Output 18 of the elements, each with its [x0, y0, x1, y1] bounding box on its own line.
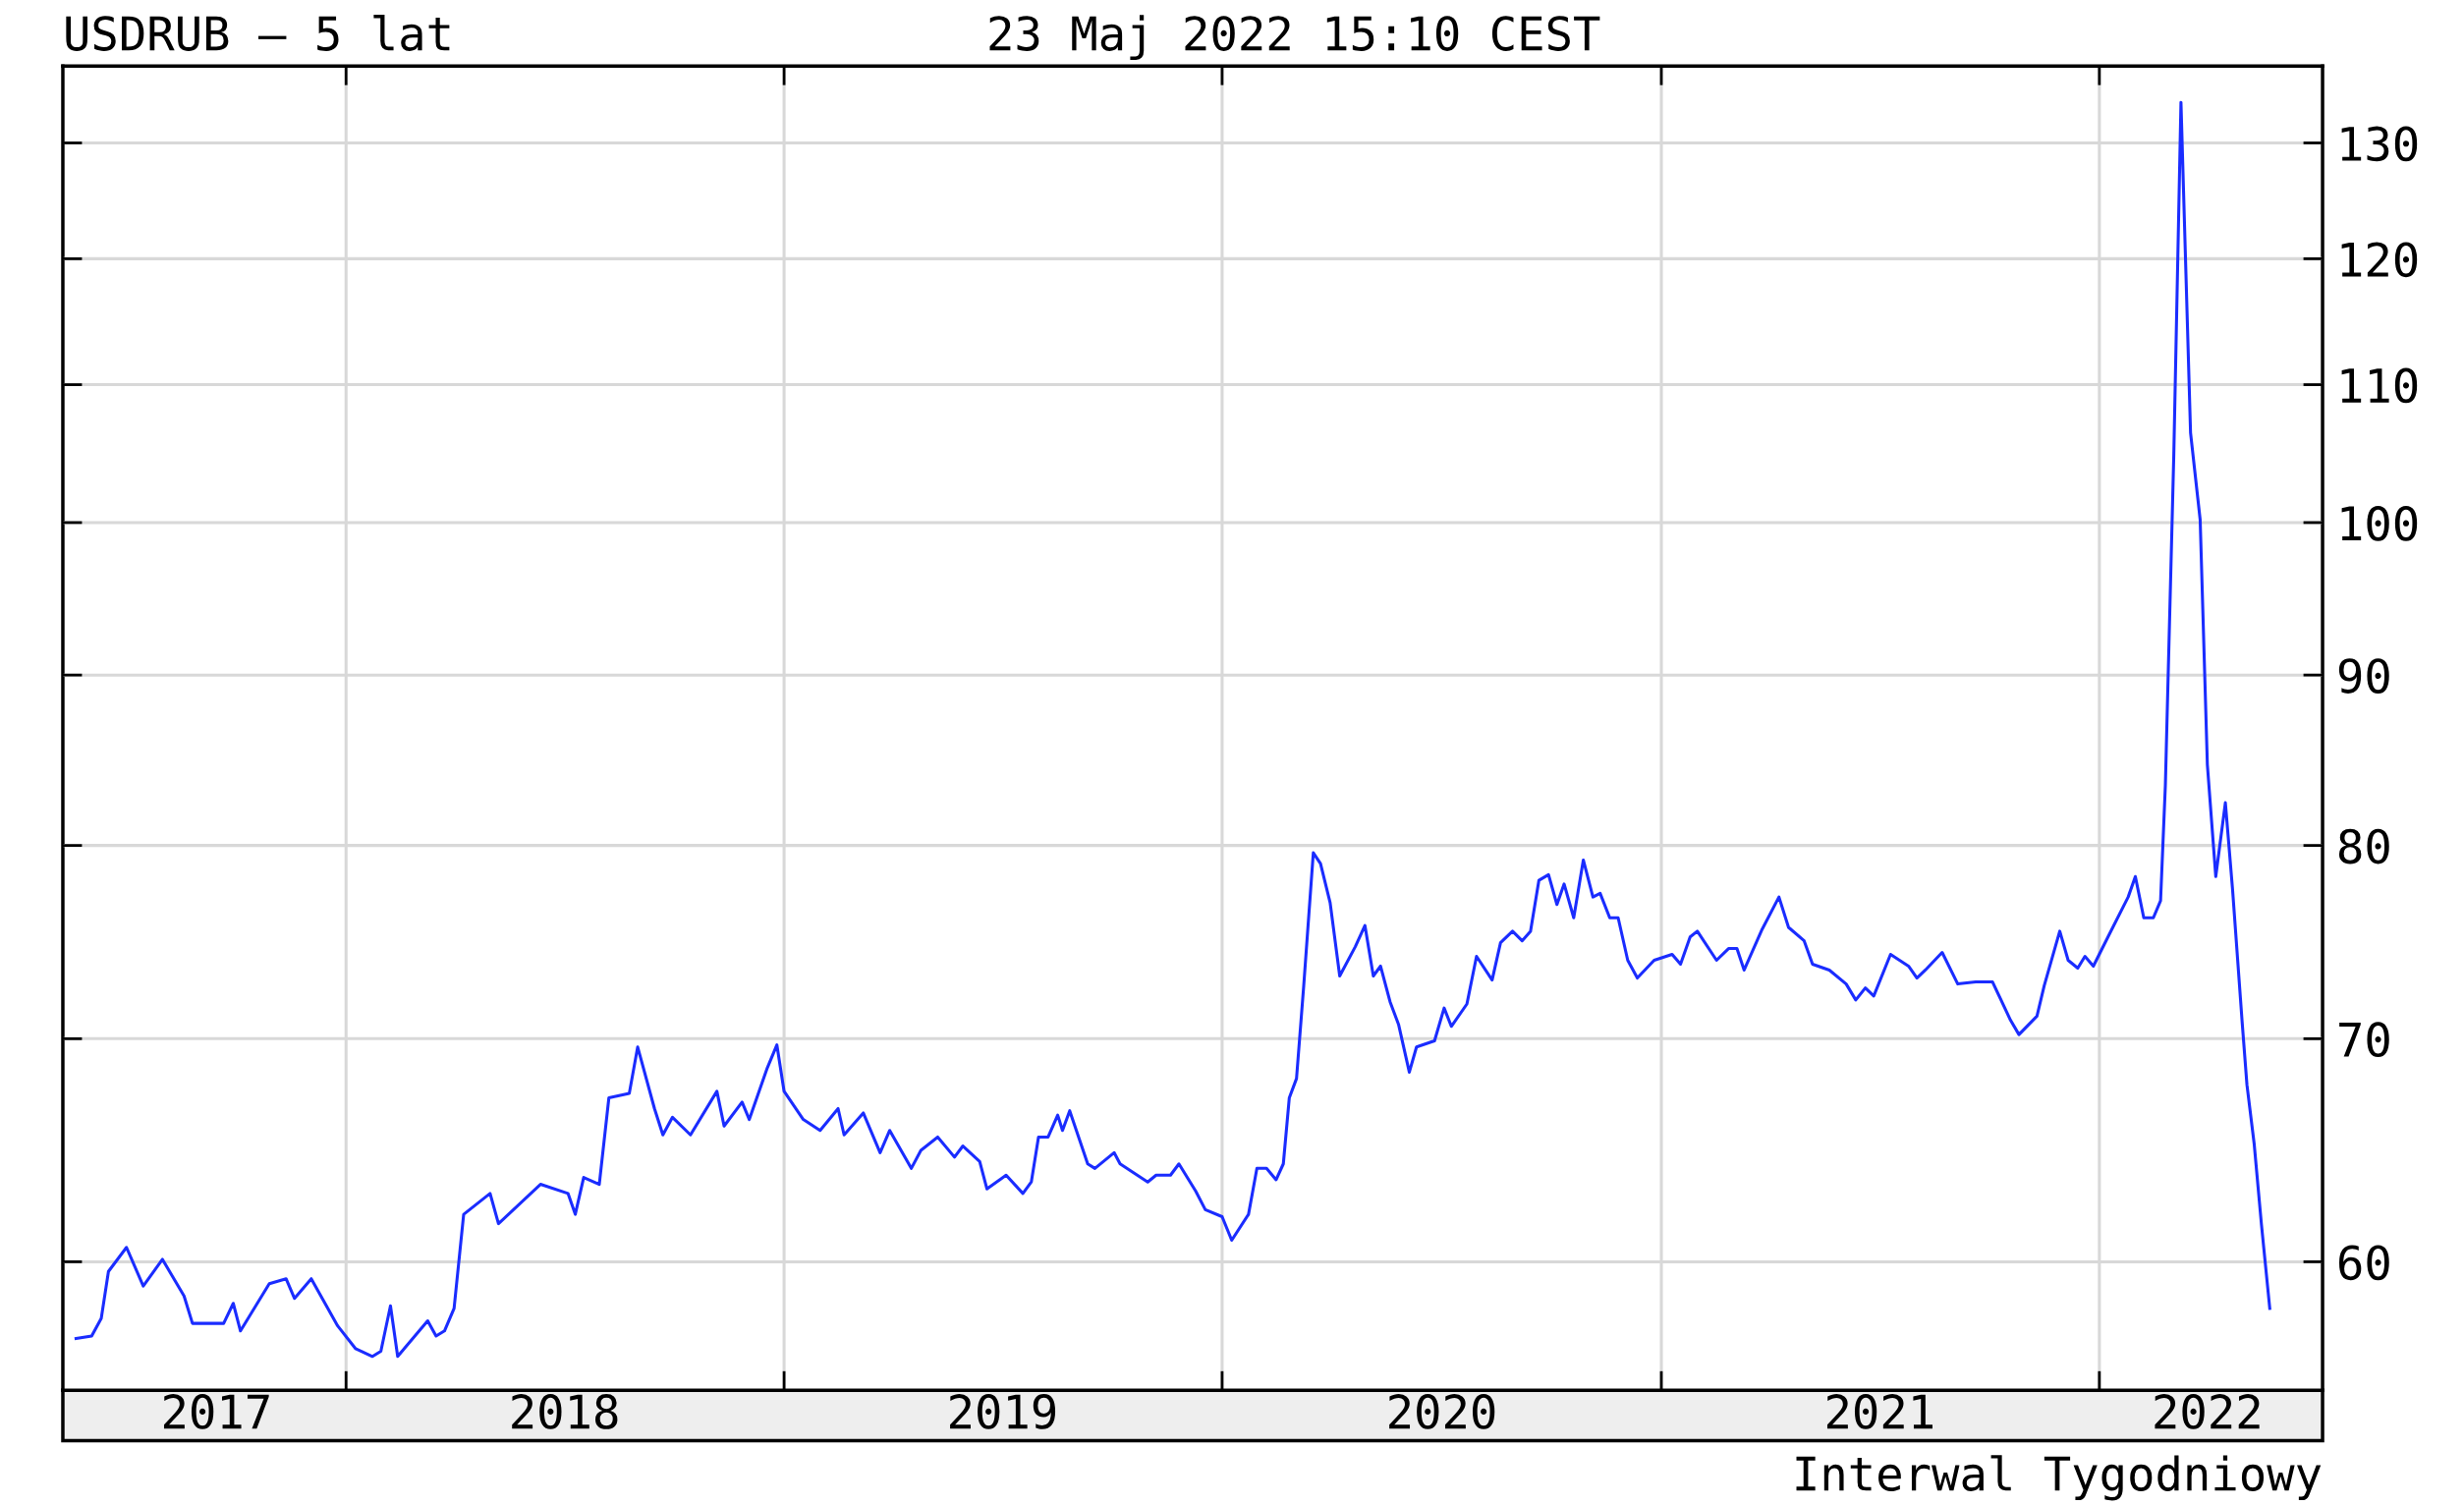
y2-tick-label: 130: [2341, 126, 2418, 162]
x-tick-label: 2022: [2155, 1394, 2260, 1429]
y2-tick-label: 120: [2341, 242, 2418, 278]
text: Interwal Tygodniowy: [1796, 1455, 2322, 1501]
y2-tick-label: 80: [2338, 828, 2389, 864]
y2-tick-label: 60: [2339, 1245, 2389, 1281]
chart-title: USDRUB – 5 lat: [66, 15, 450, 51]
x-tick-label: 2019: [950, 1394, 1056, 1429]
y2-tick-label: 110: [2341, 367, 2418, 404]
y2-tick-label: 100: [2341, 505, 2418, 541]
y2-tick-label: 70: [2339, 1022, 2389, 1058]
chart-subtitle: 23 Maj 2022 15:10 CEST: [989, 15, 1600, 61]
x-tick-label: 2018: [512, 1394, 618, 1429]
x-tick-label: 2017: [163, 1394, 269, 1429]
x-tick-label: 2021: [1826, 1394, 1932, 1429]
line-series: [74, 100, 2271, 1359]
x-tick-label: 2020: [1389, 1394, 1495, 1429]
y2-tick-label: 90: [2338, 658, 2389, 694]
